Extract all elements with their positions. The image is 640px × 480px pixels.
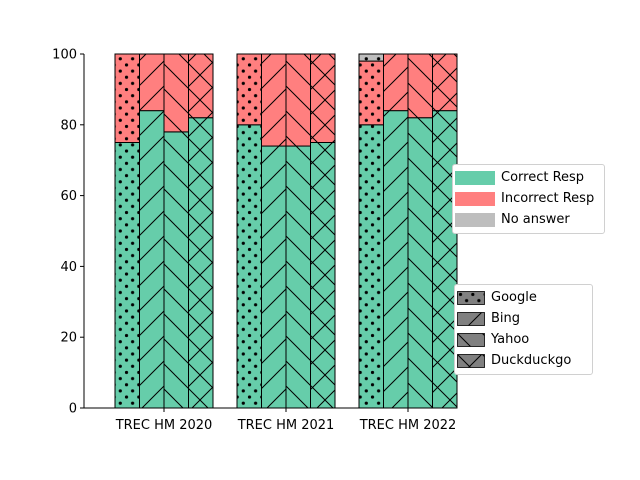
- legend-hatch-swatch: [457, 332, 485, 347]
- bar-1-duckduckgo-incorrect-resp: [188, 53, 214, 119]
- legend-item: Duckduckgo: [457, 350, 592, 371]
- legend-item: Yahoo: [457, 329, 592, 350]
- bar-3-google-incorrect-resp: [358, 60, 384, 126]
- bar-3-yahoo-correct-resp: [407, 117, 433, 409]
- x-tick-label: TREC HM 2022: [359, 418, 457, 433]
- axes-layer: 0 20 40 60 80 100 TREC HM 2020 TREC HM 2021 TREC…: [52, 48, 456, 434]
- legend-item: No answer: [455, 209, 604, 230]
- x-tick-label: TREC HM 2021: [237, 418, 335, 433]
- bar-1-google-correct-resp: [114, 142, 140, 409]
- legend-item: Google: [457, 287, 592, 308]
- bar-1-duckduckgo-correct-resp: [188, 117, 214, 409]
- bar-2-bing-incorrect-resp: [261, 53, 287, 147]
- legend-label: Correct Resp: [501, 170, 585, 185]
- legend-label: Yahoo: [491, 332, 530, 347]
- bars-layer: [114, 53, 458, 409]
- bar-2-duckduckgo-correct-resp: [310, 142, 336, 409]
- legend-swatch: [455, 212, 495, 227]
- legend-hatch-swatch: [457, 353, 485, 368]
- bar-2-google-incorrect-resp: [236, 53, 262, 126]
- legend-hatch-swatch: [457, 311, 485, 326]
- x-tick-label: TREC HM 2020: [115, 418, 213, 433]
- y-tick-label: 40: [60, 260, 77, 275]
- bar-3-yahoo-incorrect-resp: [407, 53, 433, 119]
- legend-item: Bing: [457, 308, 592, 329]
- bar-2-google-correct-resp: [236, 124, 262, 409]
- legend-label: Incorrect Resp: [501, 191, 595, 206]
- y-tick-label: 20: [60, 331, 77, 346]
- legend-swatch: [455, 170, 495, 185]
- bar-1-bing-incorrect-resp: [139, 53, 165, 112]
- legend-swatch: [455, 191, 495, 206]
- bar-3-bing-correct-resp: [383, 110, 409, 409]
- legend-label: Duckduckgo: [491, 353, 572, 368]
- bar-3-bing-incorrect-resp: [383, 53, 409, 112]
- bar-1-yahoo-correct-resp: [163, 131, 189, 409]
- bar-3-google-no-answer: [358, 53, 384, 62]
- bar-3-duckduckgo-correct-resp: [432, 110, 458, 409]
- y-tick-label: 0: [69, 402, 77, 417]
- legend-hatch-swatch: [457, 290, 485, 305]
- y-tick-label: 60: [60, 189, 77, 204]
- y-tick-label: 100: [52, 48, 77, 63]
- bar-2-yahoo-incorrect-resp: [285, 53, 311, 147]
- bar-1-bing-correct-resp: [139, 110, 165, 409]
- legend-engine: Google Bing Yahoo Duckduckgo: [454, 284, 593, 375]
- legend-label: No answer: [501, 212, 570, 227]
- legend-item: Incorrect Resp: [455, 188, 604, 209]
- bar-2-bing-correct-resp: [261, 145, 287, 409]
- bar-2-yahoo-correct-resp: [285, 145, 311, 409]
- bar-1-yahoo-incorrect-resp: [163, 53, 189, 133]
- legend-item: Correct Resp: [455, 167, 604, 188]
- bar-3-google-correct-resp: [358, 124, 384, 409]
- bar-2-duckduckgo-incorrect-resp: [310, 53, 336, 143]
- y-tick-label: 80: [60, 118, 77, 133]
- legend-label: Google: [491, 290, 537, 305]
- bar-1-google-incorrect-resp: [114, 53, 140, 143]
- bar-3-duckduckgo-incorrect-resp: [432, 53, 458, 112]
- legend-category: Correct Resp Incorrect Resp No answer: [452, 164, 605, 234]
- legend-label: Bing: [491, 311, 521, 326]
